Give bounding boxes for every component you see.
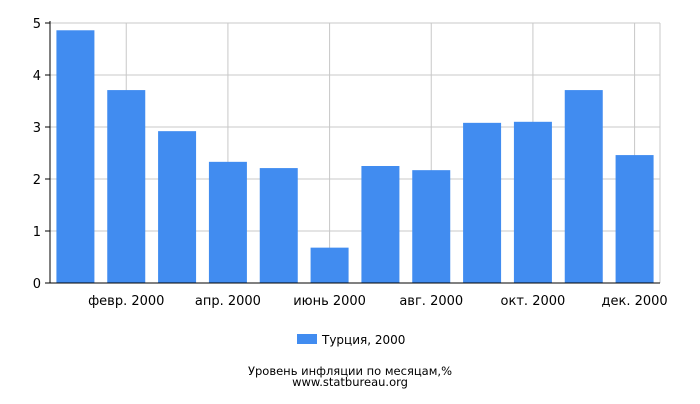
y-tick-label: 0 — [33, 277, 41, 292]
chart-caption: Уровень инфляции по месяцам,% — [248, 364, 452, 378]
x-tick-label: окт. 2000 — [501, 294, 566, 309]
legend: Турция, 2000 — [297, 333, 405, 347]
bar — [259, 168, 298, 283]
source-url: www.statbureau.org — [292, 375, 408, 389]
y-tick-label: 4 — [33, 69, 41, 84]
bar — [361, 166, 400, 283]
bar — [615, 155, 654, 283]
axes: 0 1 2 3 4 5 февр. 2000 апр. 2000 июнь 2000 авг. 2… — [33, 17, 668, 309]
y-tick-label: 2 — [33, 173, 41, 188]
bar — [158, 131, 197, 283]
x-tick-label: авг. 2000 — [399, 294, 463, 309]
bar — [513, 121, 552, 283]
y-tick-label: 1 — [33, 225, 41, 240]
bar — [564, 90, 603, 283]
y-tick-label: 3 — [33, 121, 41, 136]
x-tick-label: апр. 2000 — [195, 294, 261, 309]
x-tick-label: дек. 2000 — [601, 294, 667, 309]
bar — [56, 30, 95, 284]
y-tick-label: 5 — [33, 17, 41, 32]
bar — [463, 122, 502, 283]
x-tick-label: июнь 2000 — [293, 294, 366, 309]
bar — [412, 170, 451, 283]
bars — [56, 30, 654, 284]
bar — [310, 247, 349, 283]
legend-swatch — [297, 334, 317, 344]
legend-label: Турция, 2000 — [321, 333, 405, 347]
bar — [107, 90, 146, 283]
bar — [208, 161, 247, 283]
x-tick-label: февр. 2000 — [88, 294, 164, 309]
